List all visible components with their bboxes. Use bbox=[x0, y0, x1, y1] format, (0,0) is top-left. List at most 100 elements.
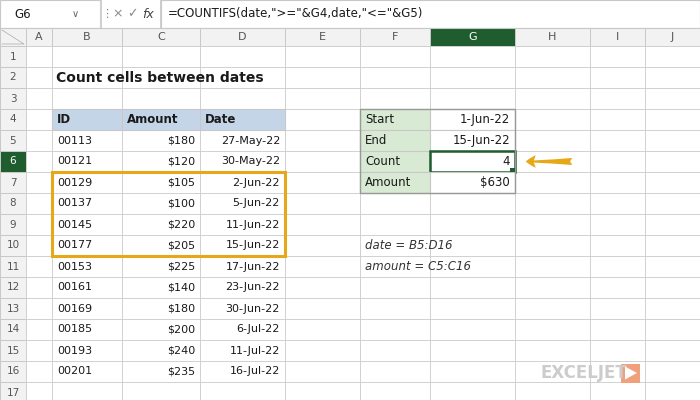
Bar bbox=[0, 319, 26, 340]
Bar bbox=[590, 88, 645, 109]
Bar bbox=[430, 172, 515, 193]
Bar bbox=[26, 319, 52, 340]
Text: 15-Jun-22: 15-Jun-22 bbox=[225, 240, 280, 250]
Bar bbox=[200, 130, 285, 151]
Text: Count: Count bbox=[365, 155, 400, 168]
Bar bbox=[200, 172, 285, 193]
Bar bbox=[26, 172, 52, 193]
Bar bbox=[515, 151, 590, 172]
Bar bbox=[52, 151, 122, 172]
Bar bbox=[360, 130, 430, 151]
Text: Count cells between dates: Count cells between dates bbox=[56, 70, 264, 84]
Bar bbox=[122, 109, 200, 130]
Bar bbox=[430, 214, 515, 235]
Bar bbox=[360, 361, 430, 382]
Text: 2: 2 bbox=[10, 72, 16, 82]
Text: 23-Jun-22: 23-Jun-22 bbox=[225, 282, 280, 292]
Bar bbox=[515, 67, 590, 88]
Bar bbox=[26, 256, 52, 277]
Bar bbox=[26, 88, 52, 109]
Text: 00113: 00113 bbox=[57, 136, 92, 146]
Bar bbox=[645, 109, 700, 130]
Text: 17: 17 bbox=[6, 388, 20, 398]
Text: G6: G6 bbox=[14, 8, 31, 20]
Bar bbox=[515, 193, 590, 214]
Text: 11: 11 bbox=[6, 262, 20, 272]
Bar bbox=[52, 340, 122, 361]
Bar bbox=[26, 151, 52, 172]
Bar bbox=[122, 28, 200, 46]
Text: 6: 6 bbox=[10, 156, 16, 166]
Bar bbox=[360, 340, 430, 361]
Text: $180: $180 bbox=[167, 136, 195, 146]
Text: $180: $180 bbox=[167, 304, 195, 314]
Text: $200: $200 bbox=[167, 324, 195, 334]
Text: 12: 12 bbox=[6, 282, 20, 292]
Text: 3: 3 bbox=[10, 94, 16, 104]
Bar bbox=[52, 361, 122, 382]
Text: $220: $220 bbox=[167, 220, 195, 230]
Bar bbox=[52, 193, 122, 214]
Text: 00169: 00169 bbox=[57, 304, 92, 314]
Bar bbox=[0, 193, 26, 214]
Bar bbox=[122, 235, 200, 256]
Bar bbox=[0, 67, 26, 88]
Bar bbox=[285, 193, 360, 214]
Bar bbox=[122, 382, 200, 400]
Text: $100: $100 bbox=[167, 198, 195, 208]
Bar bbox=[515, 277, 590, 298]
Bar bbox=[515, 298, 590, 319]
Text: Amount: Amount bbox=[127, 113, 178, 126]
Bar bbox=[52, 130, 122, 151]
Bar bbox=[430, 361, 515, 382]
Bar bbox=[0, 214, 26, 235]
Bar bbox=[590, 340, 645, 361]
Bar bbox=[200, 88, 285, 109]
Text: C: C bbox=[157, 32, 165, 42]
Bar bbox=[122, 298, 200, 319]
Bar bbox=[285, 214, 360, 235]
Bar bbox=[285, 277, 360, 298]
Bar bbox=[360, 298, 430, 319]
Bar bbox=[285, 109, 360, 130]
Bar bbox=[0, 382, 26, 400]
Bar bbox=[52, 319, 122, 340]
Bar bbox=[590, 298, 645, 319]
Bar bbox=[0, 46, 26, 67]
Bar bbox=[360, 109, 515, 193]
Bar bbox=[200, 382, 285, 400]
Polygon shape bbox=[625, 366, 637, 380]
Text: ⋮: ⋮ bbox=[102, 9, 113, 19]
Bar bbox=[122, 256, 200, 277]
Text: EXCELJET: EXCELJET bbox=[540, 364, 626, 382]
Bar bbox=[645, 340, 700, 361]
Bar bbox=[0, 0, 100, 28]
Text: 00201: 00201 bbox=[57, 366, 92, 376]
Text: ID: ID bbox=[57, 113, 71, 126]
Bar bbox=[645, 172, 700, 193]
Text: A: A bbox=[35, 32, 43, 42]
Bar bbox=[285, 235, 360, 256]
Bar bbox=[52, 235, 122, 256]
Text: $630: $630 bbox=[480, 176, 510, 189]
Bar bbox=[0, 130, 26, 151]
Bar bbox=[645, 214, 700, 235]
Bar bbox=[200, 235, 285, 256]
Bar bbox=[515, 256, 590, 277]
Text: J: J bbox=[671, 32, 674, 42]
Bar bbox=[360, 151, 430, 172]
Bar bbox=[590, 361, 645, 382]
Bar bbox=[200, 298, 285, 319]
Bar bbox=[590, 46, 645, 67]
Bar bbox=[590, 130, 645, 151]
Bar bbox=[285, 172, 360, 193]
Bar bbox=[645, 46, 700, 67]
Bar bbox=[200, 109, 285, 130]
Bar bbox=[590, 319, 645, 340]
Bar bbox=[52, 172, 122, 193]
Bar bbox=[590, 382, 645, 400]
Bar bbox=[200, 319, 285, 340]
Text: 14: 14 bbox=[6, 324, 20, 334]
Text: 00121: 00121 bbox=[57, 156, 92, 166]
Bar bbox=[515, 130, 590, 151]
